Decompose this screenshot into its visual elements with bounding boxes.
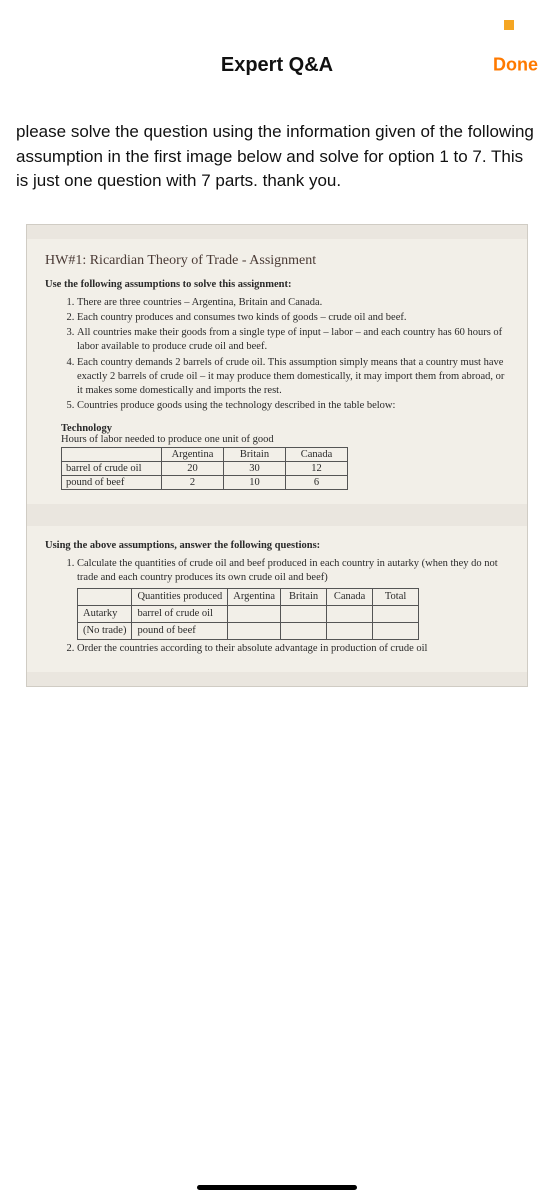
assumption-item: Each country produces and consumes two k… bbox=[77, 311, 509, 325]
use-following-label: Use the following assumptions to solve t… bbox=[45, 279, 509, 290]
table-cell: Canada bbox=[286, 448, 348, 462]
technology-table: Argentina Britain Canada barrel of crude… bbox=[61, 447, 348, 490]
table-cell bbox=[373, 605, 419, 622]
doc-page-2: Using the above assumptions, answer the … bbox=[27, 526, 527, 672]
assumption-item: Each country demands 2 barrels of crude … bbox=[77, 356, 509, 399]
table-cell bbox=[228, 605, 281, 622]
assumption-item: There are three countries – Argentina, B… bbox=[77, 296, 509, 310]
table-cell: 6 bbox=[286, 476, 348, 490]
table-cell: Argentina bbox=[228, 588, 281, 605]
doc-page-1: HW#1: Ricardian Theory of Trade - Assign… bbox=[27, 239, 527, 504]
table-cell bbox=[228, 622, 281, 639]
table-cell: Canada bbox=[327, 588, 373, 605]
table-cell: Argentina bbox=[162, 448, 224, 462]
table-cell: 20 bbox=[162, 462, 224, 476]
table-row: pound of beef 2 10 6 bbox=[62, 476, 348, 490]
table-row: Argentina Britain Canada bbox=[62, 448, 348, 462]
table-cell: 30 bbox=[224, 462, 286, 476]
table-cell: 10 bbox=[224, 476, 286, 490]
autarky-table: Quantities produced Argentina Britain Ca… bbox=[77, 588, 419, 641]
table-cell: pound of beef bbox=[132, 622, 228, 639]
table-cell: Autarky bbox=[78, 605, 132, 622]
hw-title: HW#1: Ricardian Theory of Trade - Assign… bbox=[45, 253, 509, 269]
question-item: Order the countries according to their a… bbox=[77, 642, 509, 656]
assumption-item: Countries produce goods using the techno… bbox=[77, 399, 509, 413]
table-row: (No trade) pound of beef bbox=[78, 622, 419, 639]
done-button[interactable]: Done bbox=[493, 55, 538, 76]
table-cell bbox=[327, 622, 373, 639]
question-list: Calculate the quantities of crude oil an… bbox=[45, 557, 509, 656]
table-cell: Britain bbox=[281, 588, 327, 605]
question-item: Calculate the quantities of crude oil an… bbox=[77, 557, 509, 640]
page-title: Expert Q&A bbox=[221, 54, 333, 77]
table-cell: Britain bbox=[224, 448, 286, 462]
attached-document[interactable]: HW#1: Ricardian Theory of Trade - Assign… bbox=[26, 224, 528, 687]
table-cell: (No trade) bbox=[78, 622, 132, 639]
table-cell: 12 bbox=[286, 462, 348, 476]
assumption-item: All countries make their goods from a si… bbox=[77, 326, 509, 354]
technology-sublabel: Hours of labor needed to produce one uni… bbox=[61, 434, 509, 445]
question-body: please solve the question using the info… bbox=[0, 90, 554, 214]
home-indicator[interactable] bbox=[197, 1185, 357, 1190]
status-indicator-square bbox=[504, 20, 514, 30]
table-row: barrel of crude oil 20 30 12 bbox=[62, 462, 348, 476]
status-bar bbox=[0, 0, 554, 40]
table-cell bbox=[281, 605, 327, 622]
question-text: Calculate the quantities of crude oil an… bbox=[77, 558, 498, 583]
table-cell: Total bbox=[373, 588, 419, 605]
table-cell: pound of beef bbox=[62, 476, 162, 490]
table-cell bbox=[281, 622, 327, 639]
table-cell bbox=[327, 605, 373, 622]
table-cell bbox=[62, 448, 162, 462]
assumption-list: There are three countries – Argentina, B… bbox=[45, 296, 509, 413]
table-cell: barrel of crude oil bbox=[62, 462, 162, 476]
table-cell: Quantities produced bbox=[132, 588, 228, 605]
table-cell bbox=[78, 588, 132, 605]
technology-label: Technology bbox=[61, 423, 509, 434]
using-above-label: Using the above assumptions, answer the … bbox=[45, 540, 509, 551]
table-cell: barrel of crude oil bbox=[132, 605, 228, 622]
table-cell: 2 bbox=[162, 476, 224, 490]
table-row: Autarky barrel of crude oil bbox=[78, 605, 419, 622]
table-cell bbox=[373, 622, 419, 639]
table-row: Quantities produced Argentina Britain Ca… bbox=[78, 588, 419, 605]
page-header: Expert Q&A Done bbox=[0, 40, 554, 90]
question-text: Order the countries according to their a… bbox=[77, 643, 427, 654]
